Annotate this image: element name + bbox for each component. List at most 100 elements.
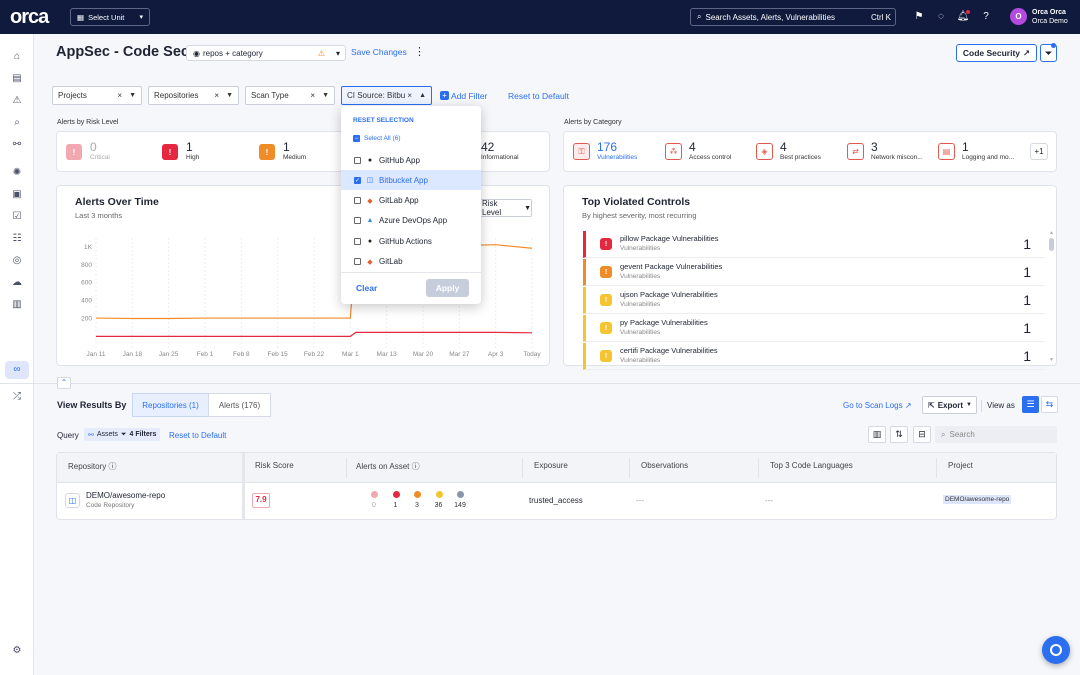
compliance-icon[interactable]: ☷ bbox=[12, 233, 22, 244]
group-by-select[interactable]: Risk Level ▼ bbox=[476, 199, 532, 217]
settings-cog-icon[interactable]: ✺ bbox=[12, 167, 22, 178]
alert-count[interactable]: 149 bbox=[454, 502, 466, 509]
sort-icon[interactable]: ⇅ bbox=[890, 426, 908, 443]
dropdown-option[interactable]: ● GitHub App bbox=[341, 150, 481, 170]
scroll-down-icon[interactable]: ▼ bbox=[1049, 357, 1054, 363]
column-header-exposure[interactable]: Exposure bbox=[534, 461, 568, 470]
orca-logo[interactable]: orca bbox=[10, 6, 49, 28]
code-security-button[interactable]: Code Security ↗ bbox=[956, 44, 1037, 62]
collapse-button[interactable]: ⌃ bbox=[57, 377, 71, 389]
repo-name[interactable]: DEMO/awesome-repo bbox=[86, 491, 166, 500]
dropdown-option[interactable]: ▲ Azure DevOps App bbox=[341, 211, 481, 231]
violated-control-row[interactable]: ! ujson Package Vulnerabilities Vulnerabil… bbox=[583, 287, 1045, 314]
dashboard-icon[interactable]: ▤ bbox=[12, 73, 22, 84]
flag-icon[interactable]: ⚑ bbox=[914, 11, 924, 22]
csv-icon[interactable]: ⊟ bbox=[913, 426, 931, 443]
violated-control-name: ujson Package Vulnerabilities bbox=[620, 290, 718, 299]
export-button[interactable]: ⇱ Export ▼ bbox=[922, 396, 977, 414]
global-search-input[interactable]: ⌕ Search Assets, Alerts, Vulnerabilities… bbox=[690, 8, 896, 26]
column-header-repository[interactable]: Repository ⓘ bbox=[68, 461, 116, 472]
clear-icon[interactable]: × bbox=[214, 91, 219, 100]
filter-projects[interactable]: Projects × ▼ bbox=[52, 86, 142, 105]
chat-icon[interactable]: ◌ bbox=[938, 11, 944, 22]
network-icon: ⇄ bbox=[847, 143, 864, 160]
checkbox-icon[interactable]: ✓ bbox=[354, 176, 361, 184]
violated-control-row[interactable]: ! gevent Package Vulnerabilities Vulnerabi… bbox=[583, 259, 1045, 286]
database-icon[interactable]: ◎ bbox=[12, 255, 22, 266]
table-search-input[interactable]: ⌕ Search bbox=[935, 426, 1057, 443]
column-header-languages[interactable]: Top 3 Code Languages bbox=[770, 461, 853, 470]
column-header-alerts[interactable]: Alerts on Asset ⓘ bbox=[356, 461, 420, 472]
severity-icon: ! bbox=[600, 350, 612, 362]
alert-count[interactable]: 36 bbox=[434, 502, 443, 509]
checkbox-icon[interactable] bbox=[354, 258, 361, 265]
dropdown-option[interactable]: ● GitHub Actions bbox=[341, 231, 481, 251]
filter-ci-source[interactable]: CI Source: Bitbu × ▲ bbox=[341, 86, 432, 105]
column-header-observations[interactable]: Observations bbox=[641, 461, 689, 470]
apply-button[interactable]: Apply bbox=[426, 279, 469, 297]
more-categories-button[interactable]: +1 bbox=[1030, 143, 1048, 160]
violated-control-row[interactable]: ! py Package Vulnerabilities Vulnerabiliti… bbox=[583, 315, 1045, 342]
checkbox-icon[interactable] bbox=[354, 237, 361, 245]
select-all-option[interactable]: − Select All (6) bbox=[353, 135, 401, 142]
select-unit-button[interactable]: ▦ Select Unit ▾ bbox=[70, 8, 150, 26]
columns-icon[interactable]: ▥ bbox=[868, 426, 886, 443]
lock-icon[interactable]: ⌂ bbox=[13, 51, 21, 62]
gear-icon[interactable]: ⚙ bbox=[12, 645, 22, 656]
checkbox-icon[interactable] bbox=[354, 156, 361, 164]
search-icon[interactable]: ⌕ bbox=[14, 117, 20, 128]
tab-alerts[interactable]: Alerts (176) bbox=[208, 393, 271, 417]
column-header-project[interactable]: Project bbox=[948, 461, 973, 470]
clear-icon[interactable]: × bbox=[117, 91, 122, 100]
cloud-icon[interactable]: ☁ bbox=[12, 277, 22, 288]
table-view-icon[interactable]: ☰ bbox=[1022, 396, 1039, 413]
violated-control-row[interactable]: ! certifi Package Vulnerabilities Vulnerab… bbox=[583, 343, 1045, 370]
bell-icon[interactable]: 🔔︎ bbox=[956, 11, 970, 22]
scroll-up-icon[interactable]: ▲ bbox=[1049, 230, 1054, 236]
chat-support-button[interactable] bbox=[1042, 636, 1070, 664]
checkbox-icon[interactable] bbox=[354, 197, 361, 205]
add-filter-button[interactable]: Add Filter bbox=[451, 91, 488, 101]
alert-count[interactable]: 0 bbox=[372, 502, 376, 509]
filter-repositories[interactable]: Repositories × ▼ bbox=[148, 86, 239, 105]
avatar[interactable]: O bbox=[1010, 8, 1027, 25]
filter-label: CI Source: Bitbu bbox=[347, 91, 406, 100]
graph-view-icon[interactable]: ⇆ bbox=[1041, 396, 1058, 413]
reset-to-default-link[interactable]: Reset to Default bbox=[508, 91, 569, 101]
graph-icon[interactable]: ⚯ bbox=[12, 139, 22, 150]
view-selector[interactable]: ◉ repos + category ⚠ ▾ bbox=[186, 45, 346, 61]
shuffle-icon[interactable]: ⤮ bbox=[13, 391, 21, 402]
dropdown-option[interactable]: ✓ ◫ Bitbucket App bbox=[341, 170, 481, 191]
tab-repositories[interactable]: Repositories (1) bbox=[132, 393, 209, 417]
violated-control-row[interactable]: ! pillow Package Vulnerabilities Vulnerabi… bbox=[583, 231, 1045, 258]
top-bar: orca ▦ Select Unit ▾ ⌕ Search Assets, Al… bbox=[0, 0, 1080, 34]
clear-button[interactable]: Clear bbox=[356, 283, 378, 293]
query-reset-link[interactable]: Reset to Default bbox=[169, 431, 227, 440]
scrollbar-thumb[interactable] bbox=[1049, 238, 1054, 251]
clear-icon[interactable]: × bbox=[407, 91, 412, 100]
save-changes-button[interactable]: Save Changes bbox=[351, 47, 407, 57]
more-options-icon[interactable]: ⋮ bbox=[414, 46, 425, 58]
help-icon[interactable]: ? bbox=[983, 11, 989, 22]
infinity-icon[interactable]: ∞ bbox=[13, 364, 21, 375]
alert-count[interactable]: 3 bbox=[415, 502, 419, 509]
clear-icon[interactable]: × bbox=[310, 91, 315, 100]
column-header-risk-score[interactable]: Risk Score bbox=[255, 461, 294, 470]
report-icon[interactable]: ▥ bbox=[12, 299, 22, 310]
filter-scan-type[interactable]: Scan Type × ▼ bbox=[245, 86, 335, 105]
query-chip[interactable]: ⚯ Assets ⏷ 4 Filters bbox=[84, 428, 161, 441]
alert-count[interactable]: 1 bbox=[393, 502, 398, 509]
briefcase-icon[interactable]: ▣ bbox=[12, 189, 22, 200]
project-tag[interactable]: DEMO/awesome-repo bbox=[943, 495, 1012, 504]
checklist-icon[interactable]: ☑ bbox=[12, 211, 22, 222]
vulnerability-icon: ⚿ bbox=[573, 143, 590, 160]
add-icon[interactable]: + bbox=[440, 91, 449, 100]
scan-logs-link[interactable]: Go to Scan Logs ↗ bbox=[843, 401, 912, 410]
dropdown-option[interactable]: ◆ GitLab App bbox=[341, 191, 481, 211]
reset-selection-link[interactable]: RESET SELECTION bbox=[353, 117, 414, 124]
checkbox-icon[interactable] bbox=[354, 217, 361, 225]
risk-count: 1 bbox=[283, 140, 290, 154]
dropdown-option[interactable]: ◆ GitLab bbox=[341, 252, 481, 272]
filter-toggle-button[interactable]: ⏷ bbox=[1040, 44, 1057, 62]
alert-icon[interactable]: ⚠ bbox=[12, 95, 22, 106]
